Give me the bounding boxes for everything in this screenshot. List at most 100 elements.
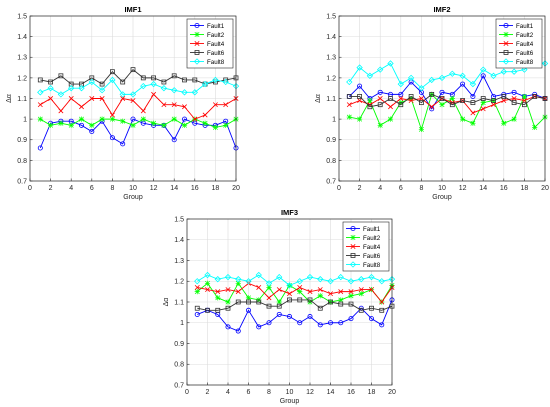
data-point (205, 307, 210, 313)
data-point (37, 77, 43, 83)
legend-label: Fault6 (207, 50, 225, 57)
data-point (357, 98, 363, 104)
data-point (296, 278, 303, 285)
data-point (256, 284, 262, 290)
data-point (37, 116, 43, 122)
legend: Fault1 Fault2 Fault4 Fault6 Fault8 (495, 18, 543, 69)
data-point (501, 94, 507, 99)
data-point (328, 291, 333, 297)
data-point (37, 145, 43, 151)
data-point (181, 116, 187, 122)
data-point (348, 301, 354, 307)
x-tick-label: 4 (226, 389, 230, 396)
legend-label: Fault2 (516, 32, 534, 39)
data-point (235, 328, 241, 334)
x-tick-label: 20 (388, 389, 396, 396)
data-point (140, 116, 146, 122)
data-point (181, 89, 188, 96)
data-point (223, 122, 229, 128)
data-point (245, 295, 252, 301)
data-point (350, 253, 356, 258)
data-point (109, 135, 115, 141)
data-point (48, 96, 54, 101)
data-point (480, 106, 486, 112)
x-tick-label: 8 (110, 185, 114, 192)
data-point (307, 289, 313, 295)
data-point (480, 66, 487, 73)
data-point (317, 322, 323, 328)
data-point (511, 100, 517, 106)
data-point (439, 96, 445, 101)
data-point (160, 85, 168, 92)
data-point (297, 320, 303, 326)
data-point (367, 97, 373, 104)
series-line (40, 118, 237, 128)
data-point (192, 77, 198, 83)
data-point (78, 116, 85, 122)
data-point (89, 128, 95, 134)
data-point (317, 276, 324, 283)
y-tick-label: 1.1 (174, 299, 184, 306)
series-fault4 (346, 93, 548, 116)
imf2-panel: 0 2 4 6 8 10 12 14 16 18 20 0.7 0.8 0.9 1 1.1 1.2 1.3 1.4 1… (315, 5, 549, 201)
data-point (120, 79, 126, 85)
data-point (511, 96, 517, 101)
data-point (501, 98, 507, 104)
x-tick-label: 16 (191, 185, 199, 192)
legend-label: Fault6 (516, 50, 534, 57)
data-point (503, 41, 509, 46)
data-point (212, 124, 218, 130)
data-point (68, 85, 75, 92)
data-point (130, 116, 136, 122)
data-point (307, 297, 313, 303)
data-point (161, 102, 167, 108)
data-point (317, 305, 323, 311)
legend-label: Fault2 (363, 235, 381, 242)
x-tick-label: 8 (267, 389, 271, 396)
data-point (480, 100, 486, 106)
data-point (194, 289, 200, 295)
data-point (246, 299, 251, 305)
data-point (418, 89, 424, 95)
data-point (265, 280, 273, 287)
data-point (348, 316, 354, 322)
x-tick-label: 12 (150, 185, 158, 192)
data-point (297, 289, 303, 295)
series-line (197, 282, 393, 303)
data-point (398, 91, 404, 97)
data-point (502, 58, 510, 65)
data-point (418, 85, 425, 92)
data-point (350, 225, 356, 231)
data-point (460, 98, 466, 103)
series-fault8 (37, 76, 240, 98)
data-point (119, 91, 126, 98)
data-point (358, 276, 365, 283)
data-point (449, 70, 456, 77)
data-point (276, 311, 282, 317)
data-point (460, 116, 466, 122)
data-point (379, 307, 385, 313)
data-point (171, 102, 177, 108)
series-fault4 (37, 91, 239, 122)
legend-entry: Fault4 (346, 244, 381, 251)
data-point (37, 89, 44, 96)
legend-entry: Fault8 (190, 58, 225, 66)
data-point (317, 293, 323, 299)
data-point (369, 305, 374, 311)
data-point (347, 278, 355, 285)
data-point (470, 93, 476, 99)
data-point (120, 118, 126, 124)
data-point (503, 50, 509, 55)
series-fault4 (194, 280, 395, 305)
y-tick-label: 1.2 (174, 279, 184, 286)
data-point (449, 95, 455, 102)
data-point (522, 102, 527, 108)
data-point (490, 72, 497, 79)
data-point (379, 299, 385, 305)
data-point (491, 98, 496, 103)
data-point (297, 297, 303, 303)
y-tick-label: 0.8 (326, 158, 336, 165)
y-tick-label: 1.3 (174, 258, 184, 265)
data-point (58, 120, 64, 126)
